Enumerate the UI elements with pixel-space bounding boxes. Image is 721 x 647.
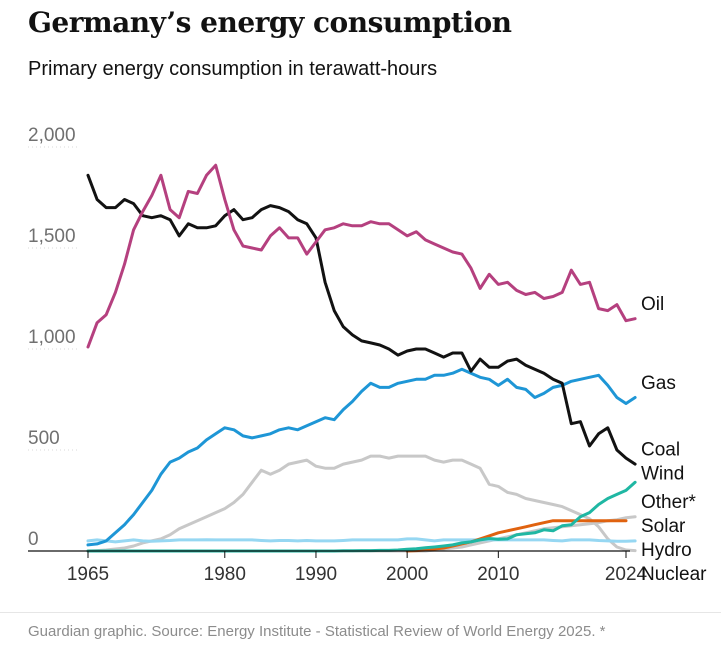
y-tick-label-0: 0 [28,529,39,550]
chart-subtitle: Primary energy consumption in terawatt-h… [28,58,438,80]
y-tick-label-1500: 1,500 [28,226,76,247]
series-label-hydro: Hydro [641,540,692,561]
series-end-labels: Oil Gas Coal Wind Other* Solar Hydro Nuclear [641,294,707,585]
x-tick-label-1990: 1990 [295,564,337,585]
series-line-hydro [86,537,637,544]
y-tick-label-1000: 1,000 [28,327,76,348]
series-label-wind: Wind [641,463,684,484]
series-label-nuclear: Nuclear [641,564,707,585]
x-axis-ticks: 1965 1980 1990 2000 2010 2024 [67,551,648,585]
energy-line-chart: 0 500 1,000 1,500 2,000 1965 1980 1990 2000 2010… [28,125,707,585]
y-axis-ticks: 0 500 1,000 1,500 2,000 [28,125,78,550]
series-line-coal [86,173,637,466]
series-label-solar: Solar [641,516,686,537]
series-line-oil [86,163,637,349]
footer-divider [0,612,721,613]
chart-title: Germany’s energy consumption [28,6,512,39]
x-tick-label-2024: 2024 [605,564,648,585]
x-tick-label-2010: 2010 [477,564,519,585]
series-label-oil: Oil [641,294,664,315]
y-tick-label-500: 500 [28,428,60,449]
series-line-solar [405,519,628,553]
source-note: Guardian graphic. Source: Energy Institu… [28,623,606,640]
x-tick-label-2000: 2000 [386,564,428,585]
series-label-gas: Gas [641,373,676,394]
series-label-other: Other* [641,492,697,513]
x-tick-label-1965: 1965 [67,564,109,585]
series-line-nuclear [86,454,637,553]
series-line-gas [86,367,637,547]
x-tick-label-1980: 1980 [204,564,246,585]
y-tick-label-2000: 2,000 [28,125,76,146]
series-label-coal: Coal [641,439,680,460]
series-lines [86,163,637,553]
